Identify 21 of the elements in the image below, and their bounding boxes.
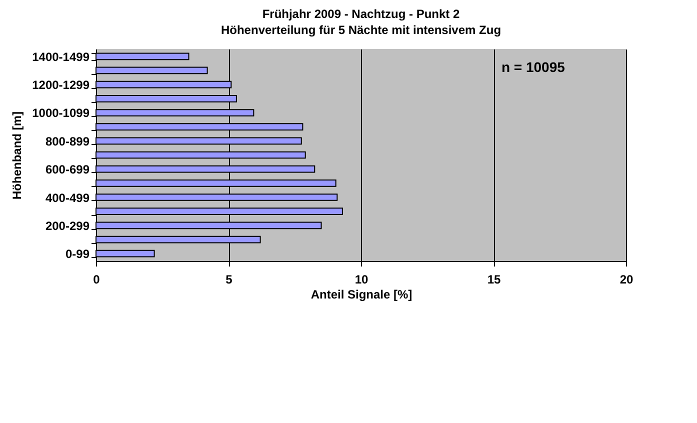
x-tick-label: 10 xyxy=(354,272,368,286)
y-tick-label: 600-699 xyxy=(45,162,90,177)
annotation: n = 10095 xyxy=(501,59,566,76)
bar xyxy=(96,250,155,258)
y-tick-label: 1200-1299 xyxy=(32,78,90,92)
y-tick-label: 0-99 xyxy=(65,247,90,262)
y-tick-label: 200-299 xyxy=(45,218,90,233)
y-axis-title: Höhenband [m] xyxy=(10,112,24,200)
x-tick-label: 20 xyxy=(620,272,634,286)
bar xyxy=(96,52,190,60)
x-axis-title: Anteil Signale [%] xyxy=(310,288,412,302)
chart-title: Frühjahr 2009 - Nachtzug - Punkt 2 xyxy=(262,7,460,21)
y-tick-label: 1000-1099 xyxy=(32,106,90,120)
y-tick-label: 400-499 xyxy=(45,190,90,205)
x-tick-label: 5 xyxy=(226,272,233,286)
x-tick-label: 0 xyxy=(93,272,100,286)
y-tick-label: 1400-1499 xyxy=(32,50,90,64)
bar xyxy=(96,66,208,74)
x-tick-label: 15 xyxy=(487,272,501,286)
chart-subtitle: Höhenverteilung für 5 Nächte mit intensivem Zug xyxy=(220,23,502,37)
y-tick-label: 800-899 xyxy=(45,134,90,148)
